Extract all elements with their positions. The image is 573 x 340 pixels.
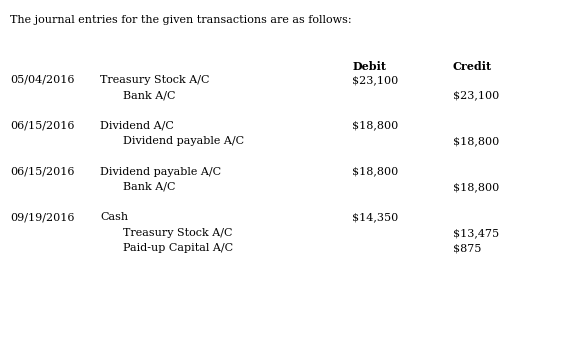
Text: 05/04/2016: 05/04/2016 [10, 75, 75, 85]
Text: Dividend payable A/C: Dividend payable A/C [123, 136, 244, 146]
Text: Credit: Credit [453, 61, 492, 72]
Text: Treasury Stock A/C: Treasury Stock A/C [100, 75, 210, 85]
Text: $23,100: $23,100 [352, 75, 399, 85]
Text: 06/15/2016: 06/15/2016 [10, 167, 75, 176]
Text: Paid-up Capital A/C: Paid-up Capital A/C [123, 243, 233, 253]
Text: Bank A/C: Bank A/C [123, 90, 176, 100]
Text: $13,475: $13,475 [453, 228, 499, 238]
Text: 09/19/2016: 09/19/2016 [10, 212, 75, 222]
Text: $18,800: $18,800 [352, 167, 399, 176]
Text: $18,800: $18,800 [453, 136, 499, 146]
Text: Bank A/C: Bank A/C [123, 182, 176, 192]
Text: Dividend A/C: Dividend A/C [100, 121, 174, 131]
Text: Debit: Debit [352, 61, 386, 72]
Text: The journal entries for the given transactions are as follows:: The journal entries for the given transa… [10, 15, 352, 25]
Text: 06/15/2016: 06/15/2016 [10, 121, 75, 131]
Text: $18,800: $18,800 [453, 182, 499, 192]
Text: $18,800: $18,800 [352, 121, 399, 131]
Text: Cash: Cash [100, 212, 128, 222]
Text: Dividend payable A/C: Dividend payable A/C [100, 167, 221, 176]
Text: $14,350: $14,350 [352, 212, 399, 222]
Text: Treasury Stock A/C: Treasury Stock A/C [123, 228, 233, 238]
Text: $875: $875 [453, 243, 481, 253]
Text: $23,100: $23,100 [453, 90, 499, 100]
